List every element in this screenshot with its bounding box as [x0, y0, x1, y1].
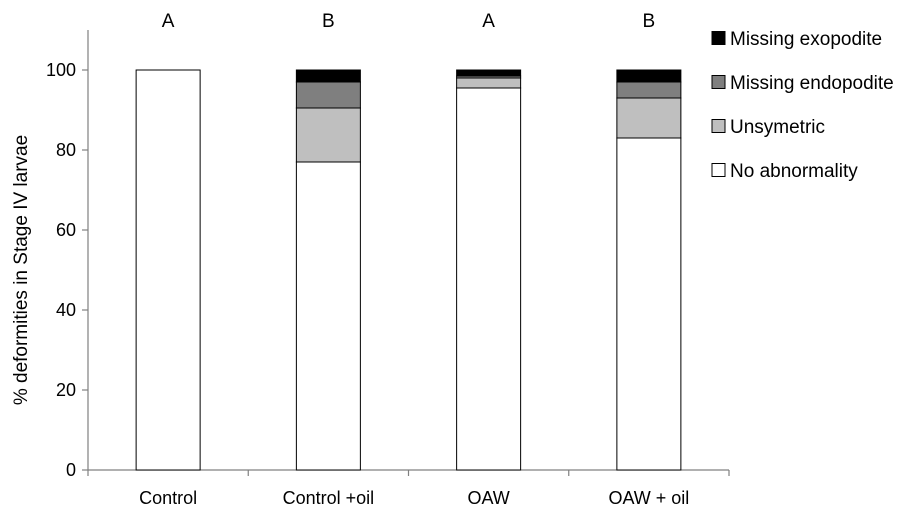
legend-swatch	[711, 163, 726, 177]
bar-segment-missing-endopodite	[295, 81, 361, 109]
y-axis-title: % deformities in Stage IV larvae	[11, 135, 32, 405]
legend-label: No abnormality	[730, 161, 858, 182]
x-category-label: OAW + oil	[608, 488, 689, 508]
legend-label: Missing exopodite	[730, 29, 882, 50]
legend-swatch	[711, 31, 726, 45]
legend-label: Missing endopodite	[730, 73, 894, 94]
y-tick-label: 80	[56, 140, 76, 160]
bar-segment-missing-exopodite	[295, 69, 361, 83]
legend: Missing exopodite Missing endopodite Unsym…	[711, 29, 894, 182]
bar-segment-missing-exopodite	[456, 69, 522, 77]
bar-segment-missing-endopodite	[616, 81, 682, 99]
legend-swatch	[711, 119, 726, 133]
bar-segment-missing-exopodite	[616, 69, 682, 83]
legend-label: Unsymetric	[730, 117, 825, 138]
x-category-label: OAW	[467, 488, 509, 508]
y-tick-label: 0	[66, 460, 76, 480]
x-category-label: Control +oil	[283, 488, 375, 508]
y-tick-label: 20	[56, 380, 76, 400]
bars	[135, 69, 682, 471]
y-tick-label: 40	[56, 300, 76, 320]
significance-letter: B	[322, 11, 335, 32]
bar-segment-no-abnormality	[616, 137, 682, 471]
y-tick-label: 100	[46, 60, 76, 80]
bar-segment-unsymetric	[616, 97, 682, 139]
labels: Control A Control +oil B OAW A OAW + oil B	[139, 11, 689, 508]
y-tick-label: 60	[56, 220, 76, 240]
significance-letter: A	[162, 11, 175, 32]
bar-segment-no-abnormality	[135, 69, 201, 471]
x-category-label: Control	[139, 488, 197, 508]
bar-segment-unsymetric	[456, 77, 522, 89]
bar-segment-no-abnormality	[456, 87, 522, 471]
significance-letter: A	[482, 11, 495, 32]
bar-segment-no-abnormality	[295, 161, 361, 471]
significance-letter: B	[643, 11, 656, 32]
bar-segment-unsymetric	[295, 107, 361, 163]
legend-swatch	[711, 75, 726, 89]
